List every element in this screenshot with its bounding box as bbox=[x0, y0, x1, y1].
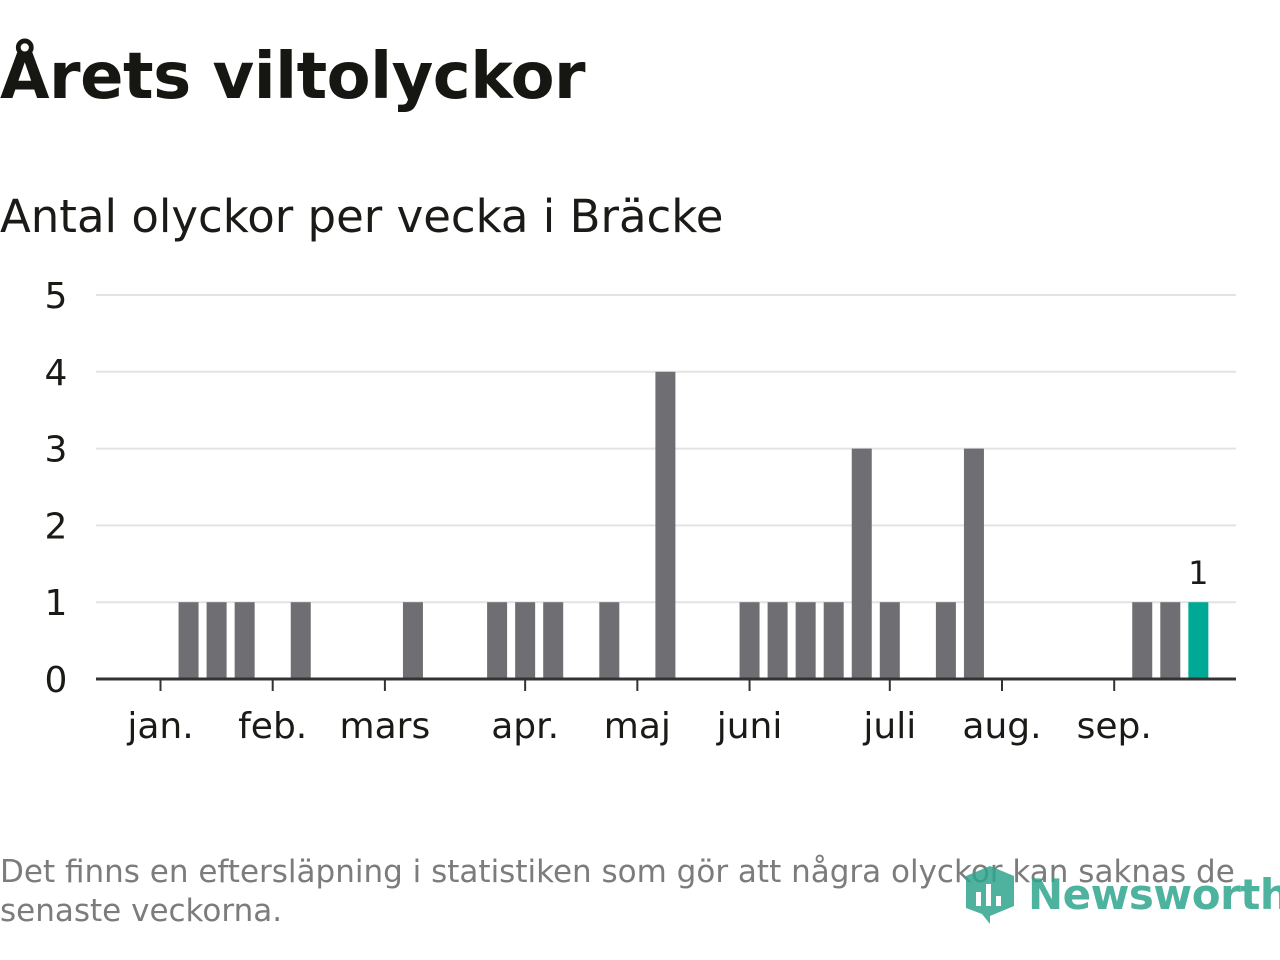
bar bbox=[206, 602, 227, 679]
data-label: 1 bbox=[1188, 554, 1208, 592]
y-tick-label: 0 bbox=[45, 660, 68, 701]
bar bbox=[543, 602, 564, 679]
bar bbox=[234, 602, 255, 679]
bar bbox=[487, 602, 508, 679]
bar bbox=[795, 602, 816, 679]
x-tick-label: jan. bbox=[126, 706, 193, 747]
newsworthy-logo: Newsworthy bbox=[962, 862, 1280, 926]
highlight-bar bbox=[1188, 602, 1209, 679]
x-tick-label: juli bbox=[862, 706, 916, 747]
bar bbox=[739, 602, 760, 679]
x-tick-label: juni bbox=[716, 706, 783, 747]
y-tick-label: 4 bbox=[45, 353, 68, 394]
bar bbox=[655, 371, 676, 679]
bar bbox=[767, 602, 788, 679]
logo-text: Newsworthy bbox=[1028, 869, 1280, 919]
bar bbox=[599, 602, 620, 679]
x-tick-label: feb. bbox=[238, 706, 307, 747]
y-tick-label: 3 bbox=[45, 430, 68, 471]
bar bbox=[1160, 602, 1181, 679]
bar bbox=[879, 602, 900, 679]
bar bbox=[851, 448, 872, 679]
x-tick-label: apr. bbox=[491, 706, 559, 747]
x-tick-label: aug. bbox=[962, 706, 1041, 747]
bar bbox=[963, 448, 984, 679]
bar bbox=[1132, 602, 1153, 679]
y-tick-label: 2 bbox=[45, 506, 68, 547]
newsworthy-logo-icon bbox=[966, 866, 1014, 924]
x-tick-label: mars bbox=[340, 706, 431, 747]
bar bbox=[290, 602, 311, 679]
footnote: Det finns en eftersläpning i statistiken… bbox=[0, 854, 1235, 929]
bar bbox=[823, 602, 844, 679]
y-tick-label: 5 bbox=[45, 276, 68, 317]
chart-subtitle: Antal olyckor per vecka i Bräcke bbox=[0, 190, 724, 243]
x-tick-label: maj bbox=[604, 706, 671, 747]
bar bbox=[515, 602, 536, 679]
y-tick-label: 1 bbox=[45, 583, 68, 624]
chart-title: Årets viltolyckor bbox=[0, 40, 586, 114]
bar bbox=[402, 602, 423, 679]
bar bbox=[178, 602, 199, 679]
x-tick-label: sep. bbox=[1077, 706, 1152, 747]
bar-chart: 0 1 2 3 4 5 1 jan. feb. mars apr. maj juni juli aug. se… bbox=[45, 276, 1236, 747]
bar bbox=[935, 602, 956, 679]
